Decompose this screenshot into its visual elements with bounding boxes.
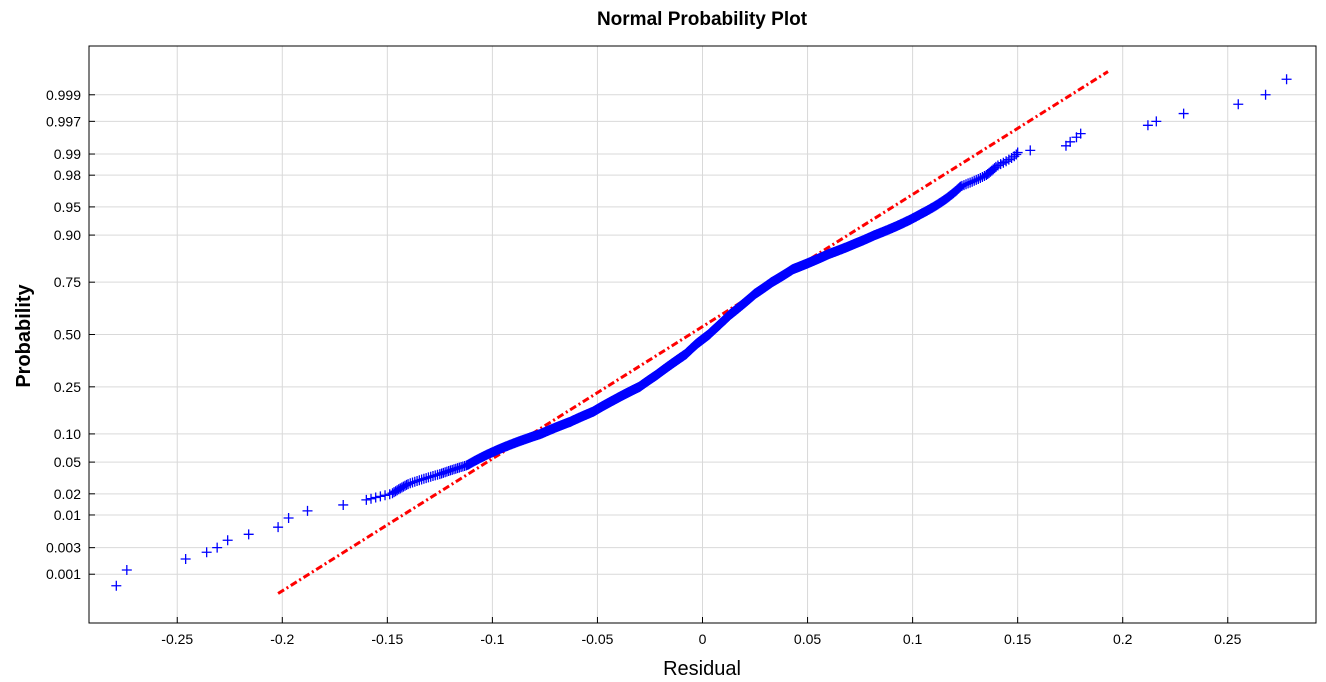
data-point-marker [423,472,434,483]
data-point-marker [201,547,212,558]
data-point-marker [403,479,414,490]
data-point-marker [1151,116,1162,127]
y-tick-label: 0.25 [54,379,81,395]
data-point-marker [412,475,423,486]
x-tick-label: 0.25 [1214,631,1241,647]
y-tick-label: 0.997 [46,113,81,129]
data-point-marker [954,182,965,193]
data-point-marker [418,473,429,484]
data-point-marker [963,178,974,189]
y-tick-label: 0.10 [54,426,81,442]
data-point-marker [243,529,254,540]
data-point-marker [1075,128,1086,139]
y-tick-label: 0.003 [46,540,81,556]
data-point-marker [958,180,969,191]
data-point-marker [1178,108,1189,119]
data-points-layer [111,74,1292,591]
y-tick-label: 0.01 [54,507,81,523]
data-point-marker [121,564,132,575]
grid-layer [89,46,1316,623]
data-point-marker [416,474,427,485]
y-axis-ticks: 0.001 0.003 0.01 0.02 0.05 0.10 0.25 0.50 0.75 0.… [46,87,95,582]
x-tick-label: -0.05 [581,631,613,647]
data-point-marker [222,535,233,546]
data-point-marker [1060,140,1071,151]
x-tick-label: 0.2 [1113,631,1133,647]
data-point-marker [973,173,984,184]
x-axis-label: Residual [663,658,741,680]
y-tick-label: 0.02 [54,486,81,502]
x-tick-label: -0.1 [480,631,504,647]
data-point-marker [430,470,441,481]
x-axis-ticks: -0.25 -0.2 -0.15 -0.1 -0.05 0 0.05 0.1 0.15 0.2 0.… [161,617,1242,647]
data-point-marker [407,477,418,488]
y-tick-label: 0.999 [46,87,81,103]
x-tick-label: 0.05 [794,631,821,647]
y-tick-label: 0.001 [46,566,81,582]
data-point-marker [427,471,438,482]
x-tick-label: -0.25 [161,631,193,647]
data-point-marker [409,476,420,487]
data-point-marker [956,180,967,191]
data-point-marker [283,513,294,524]
data-point-marker [273,522,284,533]
y-tick-label: 0.99 [54,146,81,162]
data-point-marker [1025,145,1036,156]
data-point-marker [414,475,425,486]
x-tick-label: -0.2 [270,631,294,647]
data-point-marker [405,478,416,489]
data-point-marker [1233,99,1244,110]
data-point-marker [969,175,980,186]
y-tick-label: 0.05 [54,454,81,470]
chart-title: Normal Probability Plot [597,9,808,30]
data-point-marker [961,179,972,190]
data-point-marker [111,580,122,591]
x-tick-label: 0 [699,631,707,647]
data-point-marker [1011,149,1022,160]
data-point-marker [302,505,313,516]
data-point-marker [375,491,386,502]
data-point-marker [975,173,986,184]
y-tick-label: 0.95 [54,199,81,215]
data-point-marker [361,494,372,505]
data-point-marker [971,174,982,185]
y-tick-label: 0.90 [54,227,81,243]
reference-line-layer [277,70,1109,595]
data-point-marker [1012,147,1023,158]
data-point-marker [965,177,976,188]
x-tick-label: -0.15 [371,631,403,647]
x-tick-label: 0.15 [1004,631,1031,647]
data-point-marker [366,493,377,504]
y-tick-label: 0.98 [54,167,81,183]
data-point-marker [967,176,978,187]
reference-line [277,70,1109,595]
data-point-marker [421,473,432,484]
data-point-marker [370,492,381,503]
data-point-marker [338,499,349,510]
data-point-marker [1142,120,1153,131]
data-point-marker [1260,89,1271,100]
data-point-marker [180,554,191,565]
data-point-marker [1281,74,1292,85]
data-point-marker [212,542,223,553]
data-point-marker [425,471,436,482]
x-tick-label: 0.1 [903,631,923,647]
data-point-marker [1065,136,1076,147]
y-tick-label: 0.75 [54,274,81,290]
y-tick-label: 0.50 [54,327,81,343]
data-point-marker [380,490,391,501]
y-axis-label: Probability [13,283,35,387]
